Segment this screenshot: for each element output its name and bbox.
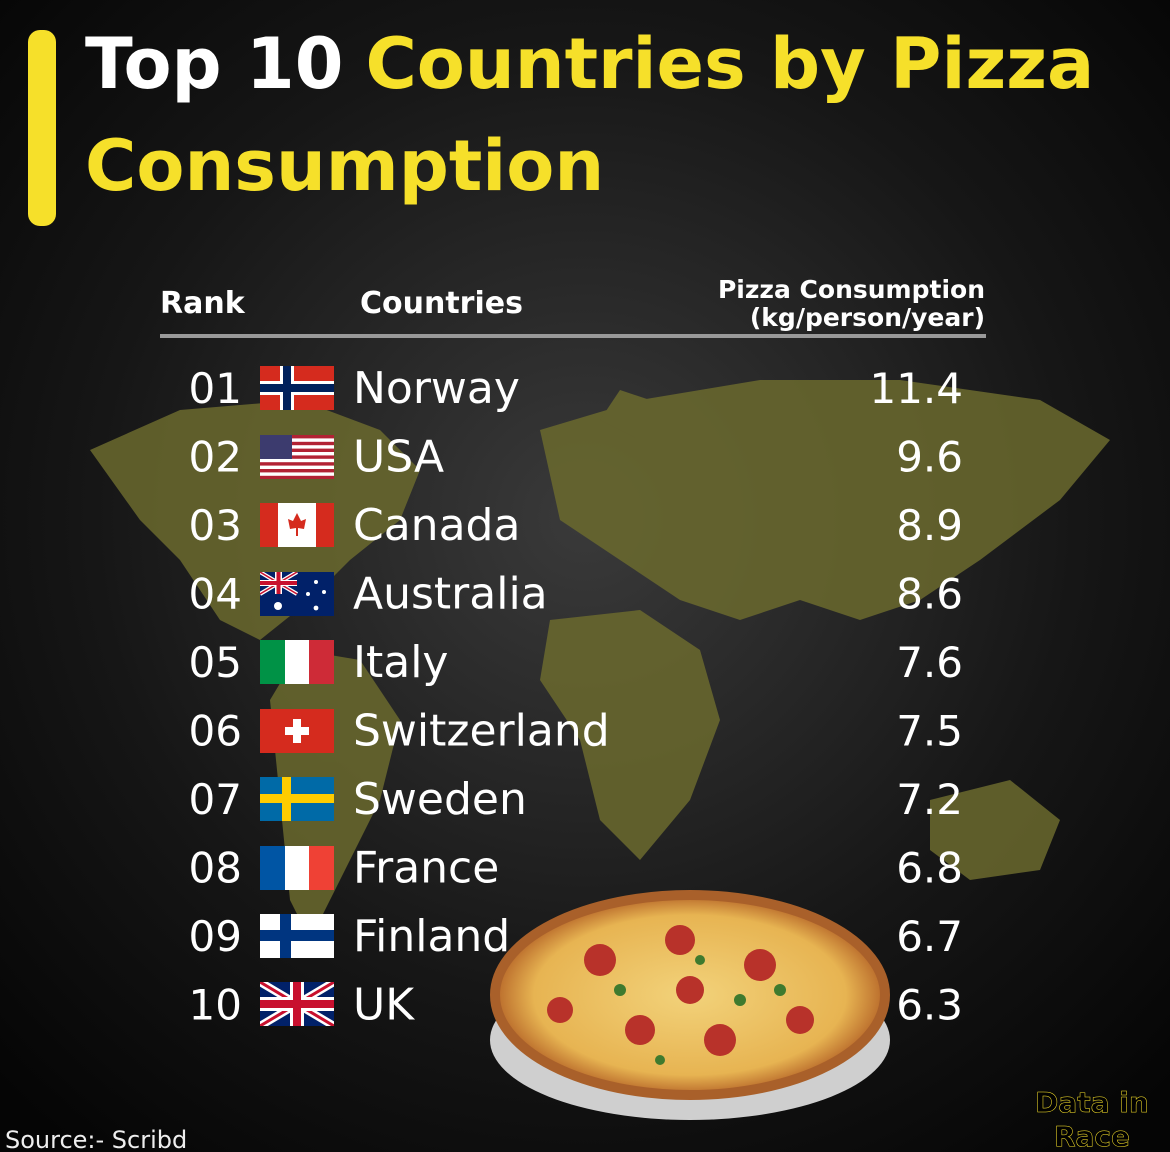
flag-finland — [260, 914, 334, 958]
logo: Data in — [1035, 1086, 1149, 1119]
country: Italy — [353, 637, 448, 688]
rank: 06 — [189, 707, 242, 756]
consumption: 9.6 — [896, 433, 963, 482]
rank: 03 — [189, 501, 242, 550]
country: USA — [353, 432, 444, 483]
rank: 05 — [189, 638, 242, 687]
consumption: 6.3 — [896, 981, 963, 1030]
country: Finland — [353, 911, 510, 962]
flag-switzerland — [260, 709, 334, 753]
country: Australia — [353, 569, 548, 620]
title-yellow: Countries by Pizza Consumption — [85, 23, 1119, 207]
flag-italy — [260, 640, 334, 684]
flag-australia — [260, 572, 334, 616]
country: Canada — [353, 500, 520, 551]
consumption: 7.2 — [896, 775, 963, 824]
rank: 07 — [189, 775, 242, 824]
rank: 10 — [189, 981, 242, 1030]
flag-canada — [260, 503, 334, 547]
rank: 02 — [189, 433, 242, 482]
consumption: 11.4 — [869, 364, 963, 413]
column-header: Pizza Consumption — [718, 275, 985, 304]
consumption: 7.6 — [896, 638, 963, 687]
consumption: 6.8 — [896, 844, 963, 893]
flag-uk — [260, 982, 334, 1026]
consumption: 8.6 — [896, 570, 963, 619]
country: Sweden — [353, 774, 527, 825]
title-white: Top 10 — [85, 23, 343, 105]
flags — [260, 366, 334, 1026]
rank: 04 — [189, 570, 242, 619]
column-header: Rank — [160, 286, 246, 321]
country: France — [353, 843, 499, 894]
flag-sweden — [260, 777, 334, 821]
pizza-illustration — [490, 890, 890, 1120]
column-header: (kg/person/year) — [750, 303, 985, 332]
accent-bar — [28, 30, 56, 226]
column-header: Countries — [360, 286, 523, 321]
flag-france — [260, 846, 334, 890]
country: UK — [353, 980, 415, 1031]
consumption: 7.5 — [896, 707, 963, 756]
source: Source:- Scribd — [5, 1126, 187, 1152]
flag-norway — [260, 366, 334, 410]
consumption: 8.9 — [896, 501, 963, 550]
country: Norway — [353, 363, 520, 414]
country: Switzerland — [353, 706, 610, 757]
flag-usa — [260, 435, 334, 479]
rank: 09 — [189, 912, 242, 961]
consumption: 6.7 — [896, 912, 963, 961]
rank: 08 — [189, 844, 242, 893]
rank: 01 — [189, 364, 242, 413]
logo: Race — [1054, 1120, 1130, 1152]
